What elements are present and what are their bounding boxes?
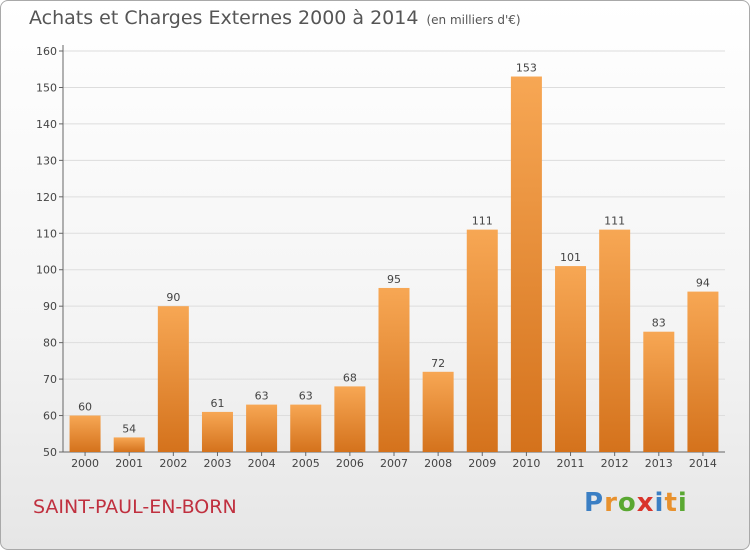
y-tick-label-80: 80 — [43, 337, 57, 350]
x-tick-label-2013: 2013 — [645, 457, 673, 470]
value-label-2001: 54 — [122, 422, 136, 435]
bar-2000 — [69, 415, 101, 452]
y-tick-label-130: 130 — [36, 154, 57, 167]
y-tick-label-70: 70 — [43, 373, 57, 386]
value-label-2013: 83 — [652, 317, 666, 330]
x-tick-label-2014: 2014 — [689, 457, 717, 470]
bar-2005 — [290, 404, 322, 452]
bar-2004 — [246, 404, 278, 452]
bar-2013 — [643, 331, 675, 452]
logo-letter-0: P — [584, 488, 605, 518]
place-name: SAINT-PAUL-EN-BORN — [33, 496, 237, 518]
bars — [69, 76, 719, 452]
value-label-2007: 95 — [387, 273, 401, 286]
value-label-2008: 72 — [431, 357, 445, 370]
x-tick-label-2012: 2012 — [601, 457, 629, 470]
value-label-2003: 61 — [210, 397, 224, 410]
value-label-2011: 101 — [560, 251, 581, 264]
bar-2001 — [113, 437, 145, 452]
chart-title-text: Achats et Charges Externes 2000 à 2014 — [29, 7, 419, 29]
proxiti-logo: Proxiti — [584, 488, 688, 518]
bar-2009 — [466, 229, 498, 452]
y-tick-label-150: 150 — [36, 81, 57, 94]
x-tick-label-2005: 2005 — [292, 457, 320, 470]
value-label-2014: 94 — [696, 277, 710, 290]
value-label-2010: 153 — [516, 62, 537, 75]
value-label-2004: 63 — [255, 390, 269, 403]
axes: 50 60 70 80 90 100 110 120 130 140 150 160 — [36, 45, 725, 459]
logo-letter-2: o — [617, 488, 637, 518]
bar-2010 — [510, 76, 542, 452]
value-label-2012: 111 — [604, 215, 625, 228]
value-label-2006: 68 — [343, 371, 357, 384]
bar-2012 — [599, 229, 631, 452]
bar-2002 — [157, 306, 189, 452]
bar-2006 — [334, 386, 366, 452]
y-tick-label-100: 100 — [36, 264, 57, 277]
value-label-2000: 60 — [78, 401, 92, 414]
x-tick-label-2006: 2006 — [336, 457, 364, 470]
x-tick-label-2004: 2004 — [248, 457, 276, 470]
logo-letter-4: i — [654, 488, 665, 518]
value-label-2009: 111 — [472, 215, 493, 228]
y-tick-label-140: 140 — [36, 118, 57, 131]
x-tick-label-2007: 2007 — [380, 457, 408, 470]
bar-2011 — [555, 266, 587, 452]
x-tick-label-2003: 2003 — [203, 457, 231, 470]
y-tick-label-50: 50 — [43, 446, 57, 459]
logo-letter-1: r — [604, 488, 618, 518]
x-tick-label-2010: 2010 — [512, 457, 540, 470]
y-tick-label-120: 120 — [36, 191, 57, 204]
x-tick-label-2009: 2009 — [468, 457, 496, 470]
bar-2008 — [422, 371, 454, 452]
bar-2007 — [378, 287, 410, 452]
logo-letter-3: x — [636, 488, 655, 518]
x-tick-label-2008: 2008 — [424, 457, 452, 470]
y-tick-label-90: 90 — [43, 300, 57, 313]
chart-subtitle: (en milliers d'€) — [426, 13, 521, 27]
logo-letter-6: i — [677, 488, 688, 518]
chart-title: Achats et Charges Externes 2000 à 2014 (e… — [29, 7, 521, 29]
y-tick-label-110: 110 — [36, 227, 57, 240]
value-label-2005: 63 — [299, 390, 313, 403]
x-tick-label-2000: 2000 — [71, 457, 99, 470]
value-label-2002: 90 — [166, 291, 180, 304]
y-tick-label-160: 160 — [36, 45, 57, 58]
bar-2003 — [201, 411, 233, 452]
x-tick-label-2001: 2001 — [115, 457, 143, 470]
logo-letter-5: t — [664, 488, 678, 518]
y-tick-label-60: 60 — [43, 410, 57, 423]
labels: 60 2000 54 2001 90 2002 61 2003 63 2004 63 2005 68 20… — [71, 62, 717, 470]
bar-2014 — [687, 291, 719, 452]
x-tick-label-2011: 2011 — [557, 457, 585, 470]
x-tick-label-2002: 2002 — [159, 457, 187, 470]
